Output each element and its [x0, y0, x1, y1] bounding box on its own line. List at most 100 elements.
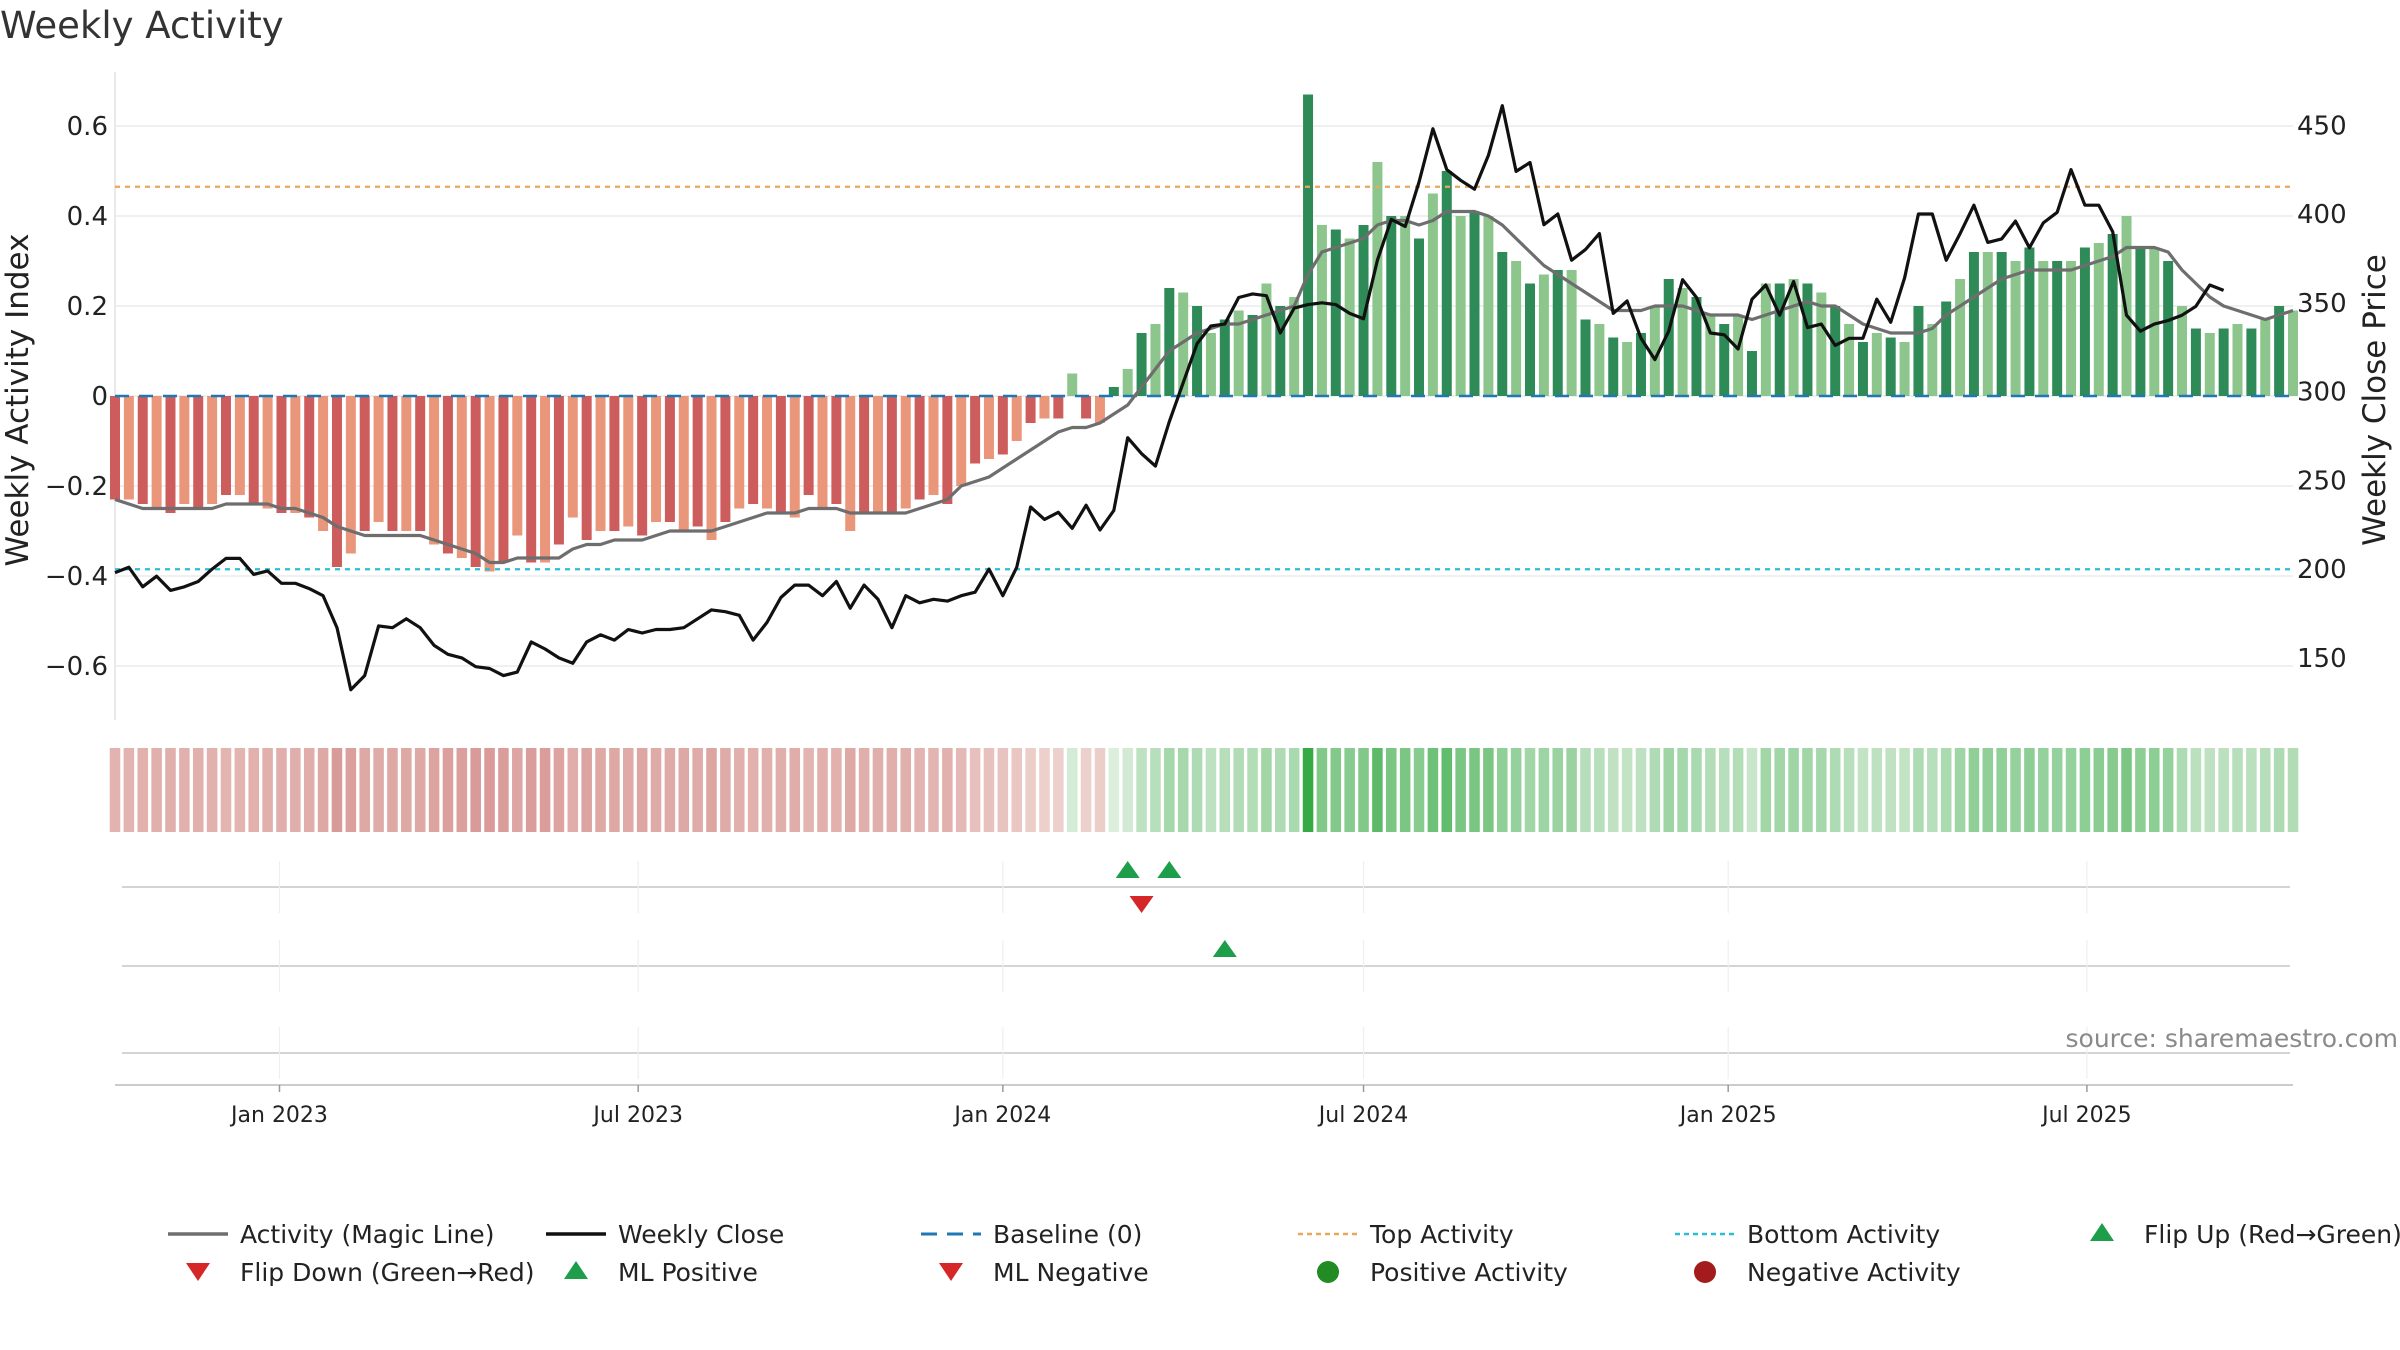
activity-bar	[1733, 315, 1744, 396]
heat-cell	[581, 748, 592, 832]
heat-cell	[942, 748, 953, 832]
heat-cell	[858, 748, 870, 832]
activity-bar	[484, 396, 495, 572]
activity-bar	[956, 396, 967, 486]
legend-label: Bottom Activity	[1747, 1220, 1940, 1249]
activity-bar	[1067, 373, 1078, 396]
activity-bar	[1705, 315, 1716, 396]
activity-bar	[970, 396, 981, 464]
activity-bar	[651, 396, 662, 522]
activity-bar	[595, 396, 606, 531]
activity-bar	[1899, 342, 1910, 396]
activity-bar	[401, 396, 412, 531]
activity-bar	[748, 396, 759, 504]
heat-cell	[1483, 748, 1494, 832]
activity-bar	[373, 396, 384, 522]
activity-bar	[1691, 297, 1702, 396]
activity-bar	[706, 396, 717, 540]
heat-cell	[1205, 748, 1217, 832]
heat-cell	[803, 748, 814, 832]
activity-bar	[720, 396, 731, 522]
activity-bar	[1483, 216, 1494, 396]
activity-bar	[1316, 225, 1327, 396]
heat-cell	[1136, 748, 1147, 832]
heat-cell	[2232, 748, 2243, 832]
heat-cell	[623, 748, 634, 832]
activity-bar	[567, 396, 578, 518]
heat-cell	[567, 748, 579, 832]
activity-bar	[1635, 333, 1646, 396]
activity-bar	[1857, 342, 1868, 396]
activity-bar	[859, 396, 870, 513]
y-tick-right: 400	[2297, 200, 2347, 230]
heat-cell	[1968, 748, 1980, 832]
activity-bar	[540, 396, 551, 563]
heat-cell	[2038, 748, 2049, 832]
heat-cell	[262, 748, 273, 832]
heat-cell	[1718, 748, 1730, 832]
activity-bar	[165, 396, 176, 513]
activity-bar	[2010, 261, 2021, 396]
activity-bar	[220, 396, 231, 495]
activity-bar	[2177, 306, 2188, 396]
heat-cell	[2065, 748, 2077, 832]
heat-cell	[2149, 748, 2160, 832]
activity-bar	[1538, 274, 1549, 396]
activity-bar	[1081, 396, 1092, 419]
activity-bar	[1427, 193, 1438, 396]
activity-bar	[1525, 283, 1536, 396]
flip-up-marker	[1157, 861, 1182, 878]
activity-bar	[1108, 387, 1119, 396]
y-tick-right: 200	[2297, 555, 2347, 585]
heat-cell	[1940, 748, 1952, 832]
activity-bar	[207, 396, 218, 504]
heat-cell	[1663, 748, 1675, 832]
activity-bar	[1663, 279, 1674, 396]
source-note: source: sharemaestro.com	[2066, 1024, 2399, 1053]
heat-cell	[1760, 748, 1772, 832]
activity-bar	[331, 396, 342, 567]
heat-cell	[1344, 748, 1355, 832]
legend-swatch-circle	[1694, 1261, 1716, 1283]
y-axis-label-left: Weekly Activity Index	[0, 234, 36, 567]
heat-cell	[1677, 748, 1688, 832]
activity-bar	[1913, 306, 1924, 396]
weekly-close-series	[114, 104, 2225, 692]
activity-bar	[845, 396, 856, 531]
heat-cell	[1524, 748, 1536, 832]
activity-bar	[415, 396, 426, 531]
heat-cell	[595, 748, 606, 832]
x-tick-label: Jan 2024	[952, 1103, 1051, 1128]
heat-cell	[1302, 748, 1314, 832]
heat-cell	[1899, 748, 1910, 832]
heat-cell	[1066, 748, 1078, 832]
activity-bar	[2190, 328, 2201, 396]
heat-cell	[373, 748, 384, 832]
activity-bar	[1552, 270, 1563, 396]
activity-bar	[290, 396, 301, 513]
activity-bar	[2135, 247, 2146, 396]
heat-cell	[1177, 748, 1189, 832]
heat-cell	[1871, 748, 1883, 832]
activity-bar	[345, 396, 356, 554]
heat-cell	[1275, 748, 1286, 832]
heat-cell	[1552, 748, 1564, 832]
activity-bars	[110, 94, 2298, 572]
activity-bar	[623, 396, 634, 527]
y-tick-left: 0	[91, 382, 108, 412]
y-tick-right: 300	[2297, 378, 2347, 408]
activity-bar	[1164, 288, 1175, 396]
signal-marker-rows	[122, 861, 2290, 1079]
heat-cell	[1621, 748, 1633, 832]
heat-cell	[1913, 748, 1924, 832]
activity-bar	[276, 396, 287, 513]
heat-cell	[747, 748, 759, 832]
y-tick-right: 250	[2297, 466, 2347, 496]
legend-label: Baseline (0)	[993, 1220, 1142, 1249]
activity-bar	[359, 396, 370, 531]
heat-cell	[1996, 748, 2007, 832]
heat-cell	[761, 748, 773, 832]
heat-cell	[2218, 748, 2229, 832]
legend-item: Positive Activity	[1317, 1258, 1568, 1287]
heat-cell	[1594, 748, 1605, 832]
